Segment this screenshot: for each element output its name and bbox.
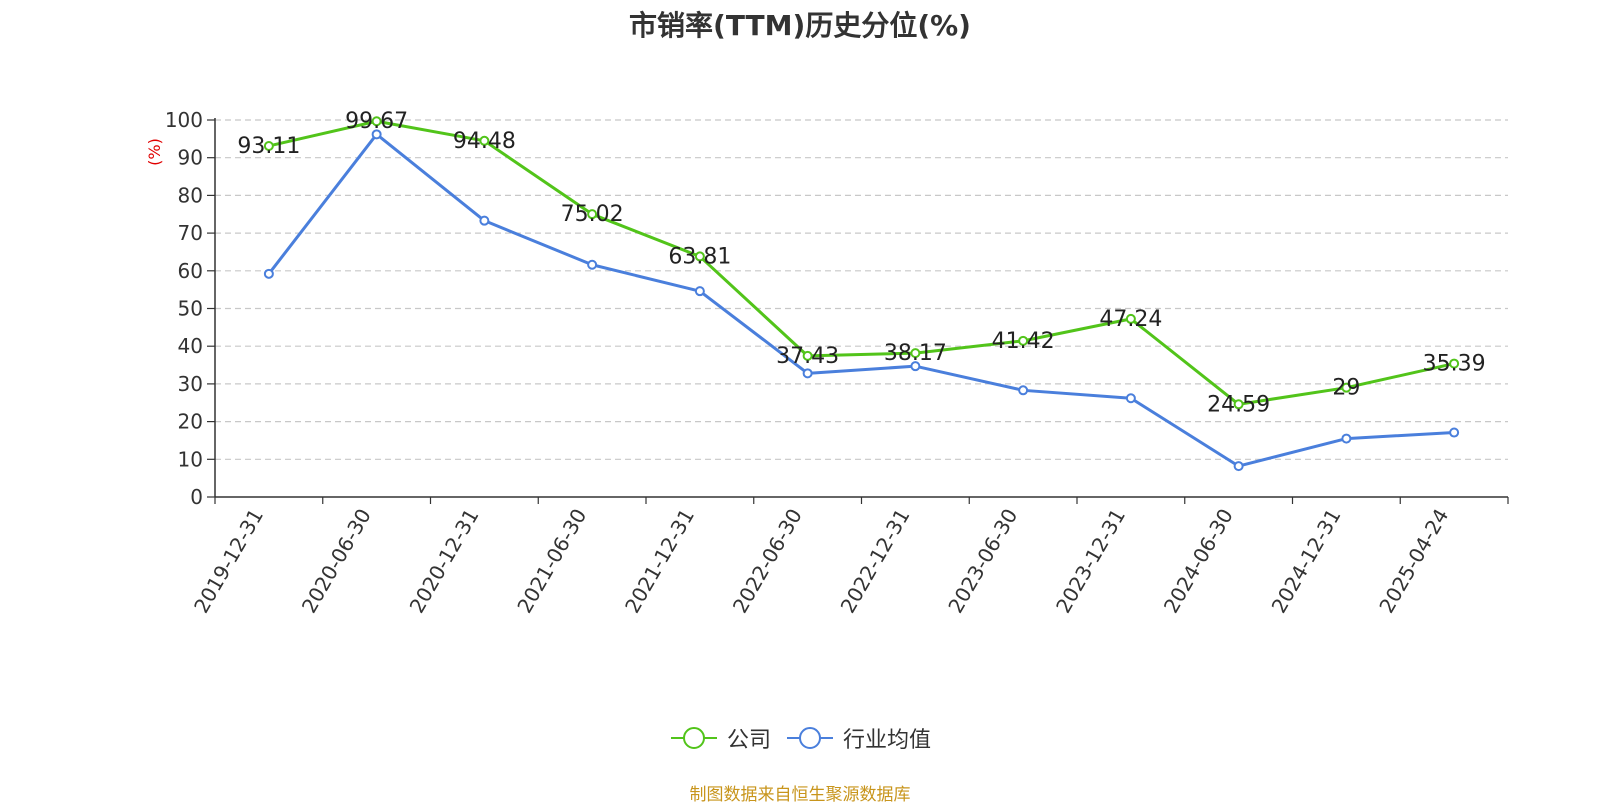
data-point: [1449, 427, 1460, 438]
data-point: [1233, 399, 1244, 410]
line-chart: 0 10 20 30 40 50 60 70 80 90 100 2019-12-31 2020-06-…: [145, 108, 1509, 618]
data-point: [1341, 433, 1352, 444]
y-tick-label: 90: [178, 146, 203, 170]
data-point: [371, 129, 382, 140]
data-point: [1125, 313, 1136, 324]
x-tick-label: 2024-06-30: [1159, 505, 1238, 618]
data-point: [587, 259, 598, 270]
legend-item-industry-avg[interactable]: 行业均值: [785, 722, 931, 754]
y-tick-label: 20: [178, 410, 203, 434]
x-tick-label: 2020-06-30: [297, 505, 376, 618]
data-point: [1018, 385, 1029, 396]
x-tick-label: 2021-12-31: [620, 505, 699, 618]
data-label: 94.48: [453, 129, 516, 154]
x-tick-label: 2019-12-31: [189, 505, 268, 618]
legend-item-company[interactable]: 公司: [669, 722, 771, 754]
data-point: [1125, 393, 1136, 404]
x-tick-label: 2022-12-31: [836, 505, 915, 618]
y-tick-label: 40: [178, 334, 203, 358]
data-label: 35.39: [1423, 352, 1486, 377]
data-point: [802, 350, 813, 361]
data-label: 75.02: [561, 202, 624, 227]
legend-line-circle-icon: [787, 727, 833, 749]
y-tick-label: 10: [178, 447, 203, 471]
data-point: [802, 368, 813, 379]
series-line-0: [268, 119, 1455, 406]
x-tick-label: 2024-12-31: [1267, 505, 1346, 618]
data-label: 38.17: [884, 341, 947, 366]
data-point: [263, 140, 274, 151]
y-tick-label: 100: [165, 108, 203, 132]
data-point: [910, 348, 921, 359]
data-label: 47.24: [1099, 307, 1162, 332]
data-point: [479, 215, 490, 226]
data-label: 37.43: [776, 344, 839, 369]
x-tick-label: 2022-06-30: [728, 505, 807, 618]
data-point: [479, 135, 490, 146]
data-label: 24.59: [1207, 392, 1270, 417]
x-tick-label: 2021-06-30: [512, 505, 591, 618]
x-tick-label: 2023-06-30: [943, 505, 1022, 618]
data-point: [1341, 382, 1352, 393]
data-point: [1233, 461, 1244, 472]
data-point: [694, 286, 705, 297]
y-tick-label: 60: [178, 259, 203, 283]
legend-line-circle-icon: [670, 727, 717, 749]
chart-title: 市销率(TTM)历史分位(%): [629, 9, 971, 42]
y-tick-label: 30: [178, 372, 203, 396]
data-point: [263, 268, 274, 279]
grid-lines: [215, 119, 1508, 460]
data-label: 41.42: [992, 329, 1055, 354]
y-tick-label: 50: [178, 297, 203, 321]
legend-label-company: 公司: [726, 728, 771, 753]
y-tick-label: 0: [190, 485, 203, 509]
data-point: [694, 251, 705, 262]
series-line-1: [267, 132, 1455, 468]
data-point: [1018, 335, 1029, 346]
data-source-note: 制图数据来自恒生聚源数据库: [689, 785, 911, 805]
series-lines: [263, 116, 1460, 472]
x-tick-label: 2025-04-24: [1374, 505, 1453, 618]
y-tick-label: 70: [178, 221, 203, 245]
x-tick-label: 2020-12-31: [405, 505, 484, 618]
data-point: [371, 116, 382, 127]
legend: 公司 行业均值: [0, 722, 1600, 754]
y-tick-label: 80: [178, 183, 203, 207]
data-point: [1449, 358, 1460, 369]
x-tick-label: 2023-12-31: [1051, 505, 1130, 618]
legend-label-industry-avg: 行业均值: [843, 728, 932, 753]
data-point: [587, 209, 598, 220]
data-label: 63.81: [668, 244, 731, 269]
data-point: [910, 361, 921, 372]
data-labels: 93.11 99.67 94.48 75.02 63.81 37.43 38.17 41.42…: [237, 109, 1485, 417]
data-label: 29: [1332, 376, 1360, 401]
data-label: 99.67: [345, 109, 408, 134]
data-label: 93.11: [237, 134, 300, 159]
y-axis-label: (%): [145, 138, 164, 166]
